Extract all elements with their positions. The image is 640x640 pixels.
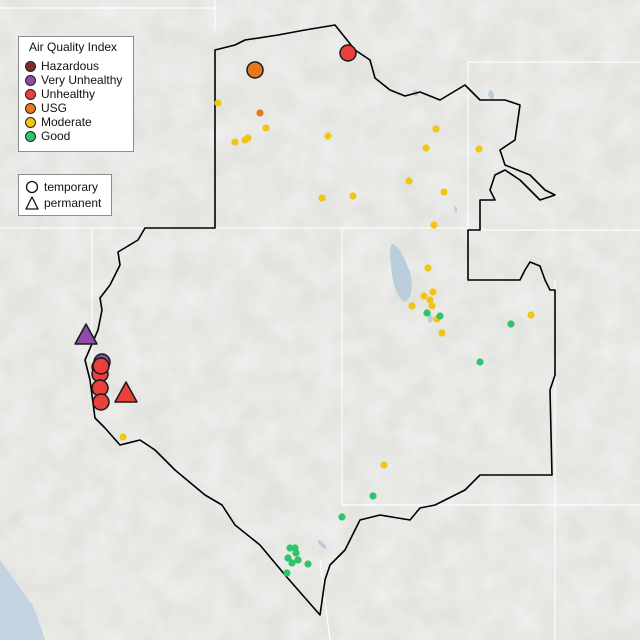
hazardous-swatch-icon: [25, 60, 36, 72]
monitor-usg-temporary-1[interactable]: [246, 61, 264, 79]
monitor-good-temporary-47[interactable]: [291, 544, 299, 552]
legend-item-usg: USG: [25, 101, 67, 115]
monitor-moderate-temporary-28[interactable]: [420, 292, 428, 300]
monitor-usg-temporary-10[interactable]: [256, 109, 264, 117]
legend-label-usg: USG: [41, 101, 68, 115]
legend-label-unhealthy: Unhealthy: [41, 87, 96, 101]
monitor-moderate-temporary-11[interactable]: [214, 99, 222, 107]
monitor-moderate-temporary-23[interactable]: [318, 194, 326, 202]
monitor-moderate-temporary-14[interactable]: [244, 134, 252, 142]
monitor-moderate-temporary-24[interactable]: [430, 221, 438, 229]
ocean: [0, 560, 45, 640]
legend-item-good: Good: [25, 129, 70, 143]
legend-label-permanent: permanent: [44, 196, 102, 210]
monitor-very-unhealthy-permanent-2[interactable]: [74, 323, 98, 345]
monitor-moderate-temporary-12[interactable]: [231, 138, 239, 146]
monitor-moderate-temporary-18[interactable]: [422, 144, 430, 152]
good-swatch-icon: [25, 130, 36, 142]
legend-item-hazardous: Hazardous: [25, 59, 99, 73]
legend-label-moderate: Moderate: [41, 115, 92, 129]
monitor-good-temporary-48[interactable]: [304, 560, 312, 568]
monitor-layer: [74, 44, 535, 577]
utah-lake: [427, 314, 433, 323]
monitor-good-temporary-46[interactable]: [288, 559, 296, 567]
monitor-good-temporary-42[interactable]: [286, 544, 294, 552]
aqi-legend: Air Quality Index Hazardous Very Unhealt…: [18, 36, 134, 152]
monitor-moderate-temporary-31[interactable]: [408, 302, 416, 310]
aqi-legend-title: Air Quality Index: [29, 40, 118, 54]
legend-item-moderate: Moderate: [25, 115, 92, 129]
legend-item-temporary: temporary: [25, 180, 98, 194]
monitor-good-temporary-49[interactable]: [283, 569, 291, 577]
legend-label-hazardous: Hazardous: [41, 59, 100, 73]
monitor-good-temporary-45[interactable]: [294, 556, 302, 564]
monitor-moderate-temporary-25[interactable]: [424, 264, 432, 272]
monitor-moderate-temporary-17[interactable]: [432, 125, 440, 133]
border-az-nv: [319, 559, 331, 640]
circle-icon: [25, 180, 39, 194]
monitor-moderate-temporary-20[interactable]: [405, 177, 413, 185]
monitor-moderate-temporary-21[interactable]: [440, 188, 448, 196]
monitor-unhealthy-temporary-8[interactable]: [92, 393, 110, 411]
monitor-moderate-temporary-22[interactable]: [349, 192, 357, 200]
monitor-good-temporary-37[interactable]: [436, 312, 444, 320]
legend-item-permanent: permanent: [25, 196, 101, 210]
monitor-good-temporary-41[interactable]: [338, 513, 346, 521]
monitor-good-temporary-38[interactable]: [423, 309, 431, 317]
legend-label-temporary: temporary: [44, 180, 99, 194]
legend-label-good: Good: [41, 129, 71, 143]
monitor-good-temporary-36[interactable]: [507, 320, 515, 328]
moderate-swatch-icon: [25, 116, 36, 128]
bear-lake: [454, 206, 458, 213]
monitor-moderate-temporary-29[interactable]: [428, 302, 436, 310]
unhealthy-swatch-icon: [25, 88, 36, 100]
monitor-moderate-temporary-33[interactable]: [527, 311, 535, 319]
region-outline: [84, 24, 556, 616]
monitor-moderate-temporary-32[interactable]: [438, 329, 446, 337]
monitor-moderate-temporary-35[interactable]: [119, 433, 127, 441]
monitor-good-temporary-44[interactable]: [284, 554, 292, 562]
monitor-good-temporary-39[interactable]: [476, 358, 484, 366]
monitor-moderate-temporary-19[interactable]: [475, 145, 483, 153]
triangle-icon: [25, 196, 39, 210]
monitor-moderate-temporary-34[interactable]: [380, 461, 388, 469]
legend-item-very-unhealthy: Very Unhealthy: [25, 73, 122, 87]
usg-swatch-icon: [25, 102, 36, 114]
legend-item-unhealthy: Unhealthy: [25, 87, 95, 101]
monitor-unhealthy-permanent-3[interactable]: [114, 381, 138, 403]
legend-label-very-unhealthy: Very Unhealthy: [41, 73, 123, 87]
monitor-good-temporary-40[interactable]: [369, 492, 377, 500]
very-unhealthy-swatch-icon: [25, 74, 36, 86]
yellowstone-lake: [488, 90, 495, 100]
monitor-moderate-temporary-15[interactable]: [262, 124, 270, 132]
monitor-moderate-temporary-26[interactable]: [429, 288, 437, 296]
monitor-moderate-temporary-27[interactable]: [426, 296, 434, 304]
monitor-moderate-temporary-16[interactable]: [324, 132, 332, 140]
great-salt-lake: [390, 244, 412, 302]
monitor-type-legend: temporary permanent: [18, 174, 112, 216]
monitor-unhealthy-temporary-0[interactable]: [339, 44, 357, 62]
lake-mead: [317, 540, 327, 549]
monitor-unhealthy-temporary-9[interactable]: [92, 357, 110, 375]
